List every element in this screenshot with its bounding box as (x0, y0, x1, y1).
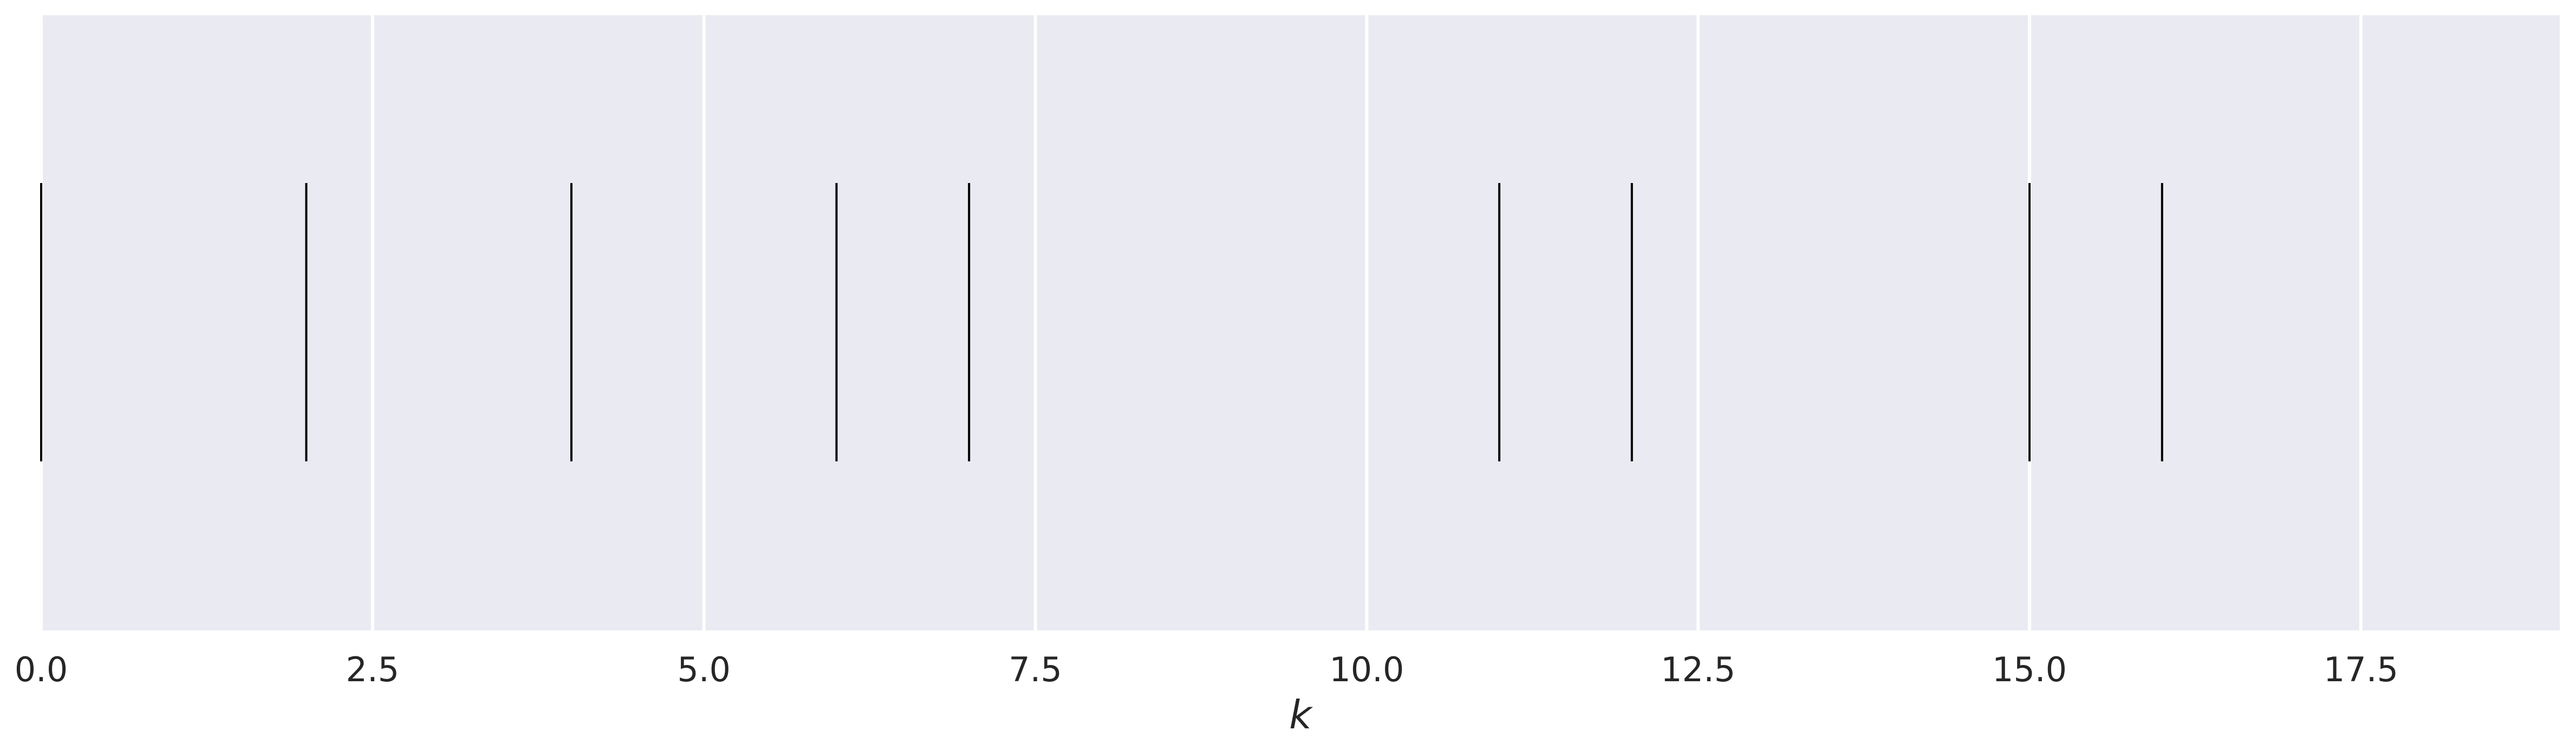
x-tick-labels: 0.0 2.5 5.0 7.5 10.0 12.5 15.0 17.5 (15, 650, 2398, 689)
x-tick-label: 2.5 (346, 650, 400, 689)
x-tick-label: 10.0 (1329, 650, 1404, 689)
x-tick-label: 0.0 (15, 650, 68, 689)
x-tick-label: 5.0 (677, 650, 731, 689)
x-tick-label: 12.5 (1661, 650, 1735, 689)
x-axis-label: k (1289, 692, 1313, 738)
x-tick-label: 15.0 (1992, 650, 2067, 689)
x-tick-label: 17.5 (2324, 650, 2398, 689)
gridlines (40, 15, 2363, 630)
plot-area (41, 15, 2560, 630)
x-tick-label: 7.5 (1009, 650, 1062, 689)
rug-marks (40, 183, 2163, 461)
